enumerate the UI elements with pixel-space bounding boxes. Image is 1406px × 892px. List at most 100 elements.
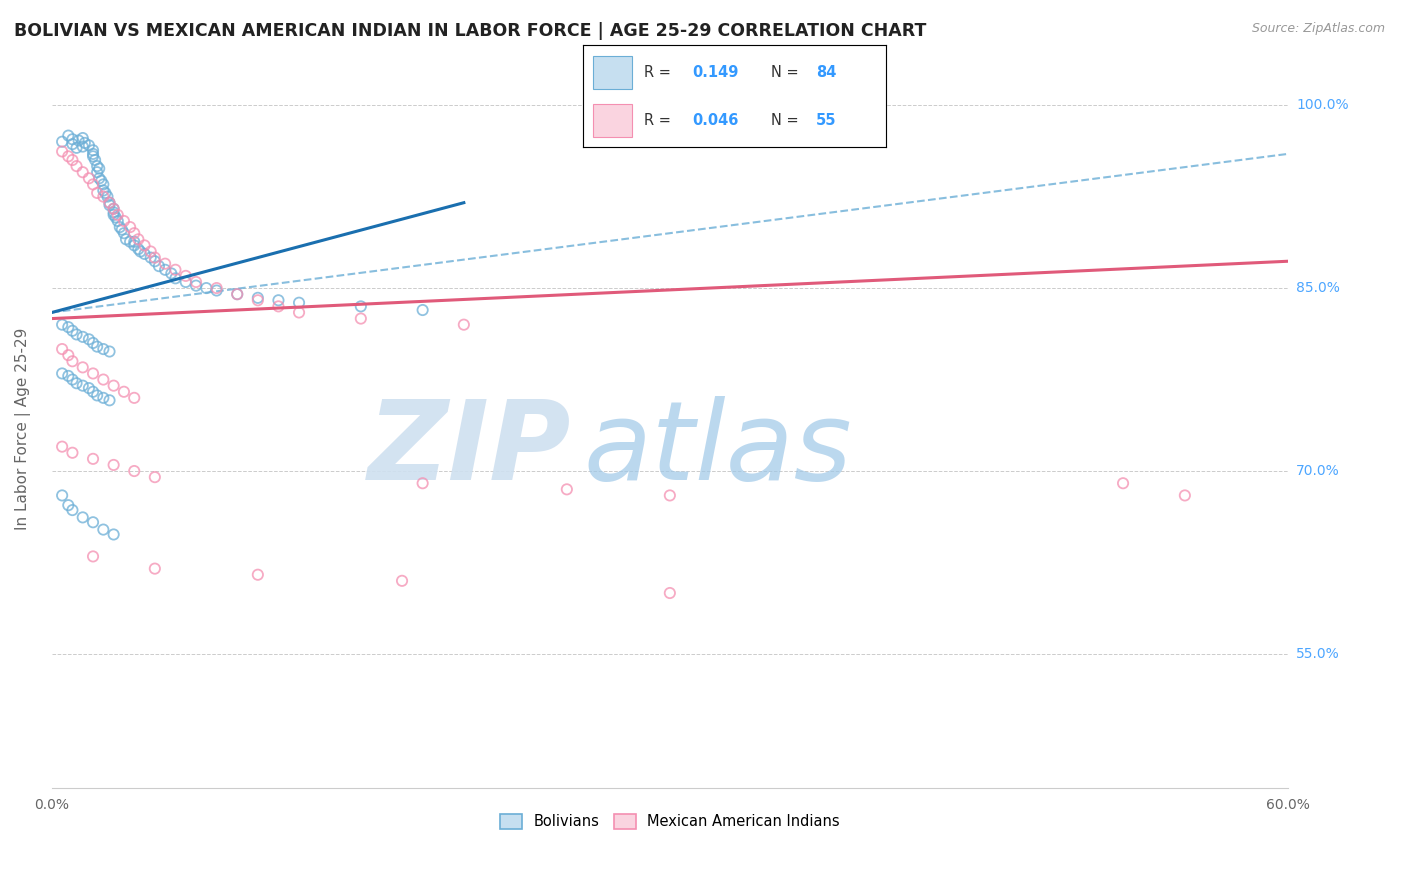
Point	[91, 391, 114, 405]
Point	[51, 342, 73, 356]
Point	[82, 147, 104, 161]
Point	[91, 373, 114, 387]
Point	[89, 171, 111, 186]
Point	[84, 153, 107, 167]
Point	[86, 165, 108, 179]
Point	[205, 284, 228, 298]
Point	[82, 143, 104, 157]
Point	[89, 161, 111, 176]
Point	[165, 262, 187, 277]
Text: atlas: atlas	[583, 396, 852, 503]
Point	[195, 281, 218, 295]
Point	[62, 446, 84, 460]
Point	[143, 561, 166, 575]
Point	[104, 211, 127, 225]
Point	[107, 214, 129, 228]
Point	[91, 178, 114, 192]
Point	[174, 275, 197, 289]
Point	[82, 549, 104, 564]
Point	[184, 275, 207, 289]
Point	[82, 149, 104, 163]
Point	[246, 293, 269, 308]
Point	[148, 259, 170, 273]
Point	[153, 257, 176, 271]
Point	[205, 281, 228, 295]
Point	[58, 128, 80, 143]
Point	[246, 567, 269, 582]
Point	[51, 488, 73, 502]
Point	[103, 527, 125, 541]
Point	[82, 335, 104, 350]
Point	[103, 202, 125, 216]
Bar	[592, 56, 631, 88]
Point	[96, 189, 118, 203]
Point	[103, 458, 125, 472]
Point	[65, 376, 87, 391]
Point	[143, 251, 166, 265]
Point	[86, 340, 108, 354]
Point	[115, 232, 138, 246]
Point	[122, 226, 145, 240]
Point	[51, 367, 73, 381]
Text: N =: N =	[770, 113, 803, 128]
Point	[72, 131, 94, 145]
Point	[77, 171, 100, 186]
Point	[129, 244, 152, 259]
Point	[86, 388, 108, 402]
Text: ZIP: ZIP	[367, 396, 571, 503]
Point	[58, 320, 80, 334]
Point	[62, 132, 84, 146]
Point	[108, 220, 131, 235]
Text: N =: N =	[770, 65, 803, 79]
Point	[82, 451, 104, 466]
Point	[143, 470, 166, 484]
Point	[226, 287, 249, 301]
Point	[86, 159, 108, 173]
Point	[65, 327, 87, 342]
Point	[72, 378, 94, 392]
Point	[91, 189, 114, 203]
Point	[122, 235, 145, 249]
Text: 55.0%: 55.0%	[1296, 647, 1340, 661]
Point	[139, 251, 162, 265]
Point	[350, 299, 373, 313]
Point	[134, 238, 156, 252]
Point	[98, 393, 121, 408]
Point	[112, 384, 135, 399]
Point	[98, 344, 121, 359]
Point	[86, 186, 108, 200]
Point	[143, 254, 166, 268]
Point	[267, 293, 290, 308]
Text: R =: R =	[644, 65, 675, 79]
Point	[122, 464, 145, 478]
Text: 100.0%: 100.0%	[1296, 98, 1348, 112]
Point	[94, 186, 117, 200]
Point	[72, 360, 94, 375]
Point	[91, 342, 114, 356]
Point	[107, 208, 129, 222]
Point	[174, 268, 197, 283]
Point	[391, 574, 413, 588]
Point	[51, 440, 73, 454]
Point	[139, 244, 162, 259]
Point	[412, 476, 434, 491]
Text: 0.046: 0.046	[692, 113, 738, 128]
Point	[288, 305, 311, 319]
Text: 70.0%: 70.0%	[1296, 464, 1340, 478]
Point	[658, 488, 681, 502]
Y-axis label: In Labor Force | Age 25-29: In Labor Force | Age 25-29	[15, 327, 31, 530]
Point	[98, 195, 121, 210]
Point	[127, 232, 149, 246]
Point	[58, 368, 80, 383]
Point	[51, 318, 73, 332]
Point	[72, 510, 94, 524]
Point	[1112, 476, 1135, 491]
Point	[62, 153, 84, 167]
Point	[77, 332, 100, 346]
Point	[90, 174, 112, 188]
Point	[62, 373, 84, 387]
Point	[184, 278, 207, 293]
Point	[91, 184, 114, 198]
Point	[58, 348, 80, 362]
Point	[65, 141, 87, 155]
